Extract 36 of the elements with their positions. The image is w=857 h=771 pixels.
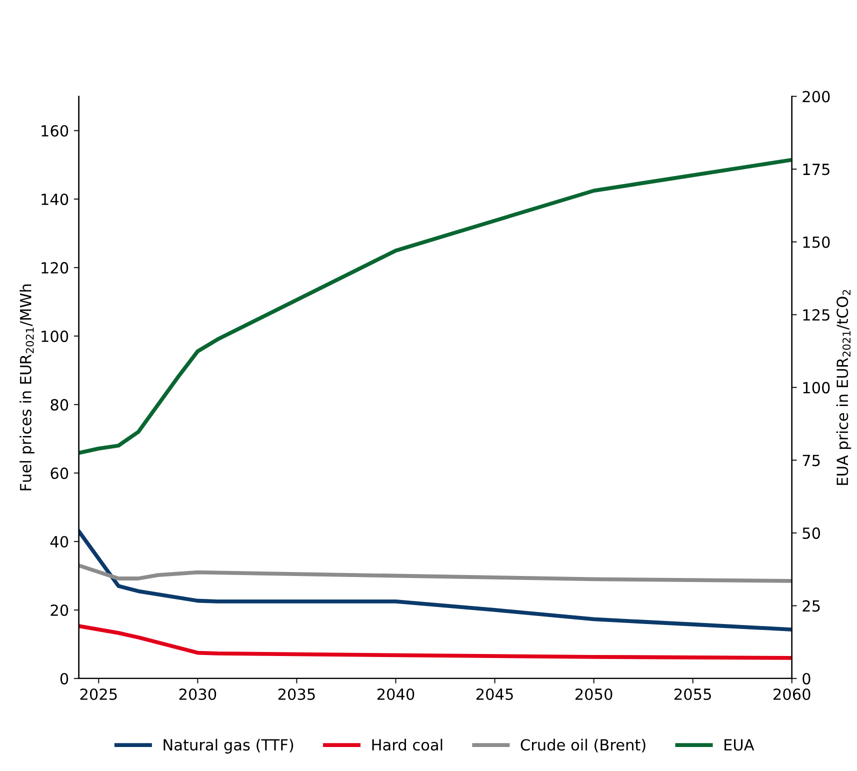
y-tick-label: 0 [60, 672, 68, 684]
y2-tick-label: 175 [803, 164, 830, 176]
y-tick-label: 120 [42, 262, 68, 274]
line-series [78, 564, 792, 583]
legend-label: EUA [724, 739, 754, 751]
line-series [78, 624, 792, 660]
x-tick-label: 2060 [774, 688, 810, 700]
y-tick-label: 80 [50, 399, 68, 411]
y2-tick-label: 100 [803, 382, 830, 394]
x-tick-label: 2055 [674, 688, 711, 700]
line-series [78, 158, 792, 455]
y-tick-label: 40 [50, 536, 68, 548]
y-tick-label: 100 [42, 330, 68, 342]
y-axis-title: Fuel prices in EUR$_{2021}$/MWh [20, 284, 34, 490]
y2-axis-title: EUA price in EUR$_{2021}$/tCO$_{2}$ [836, 290, 852, 485]
legend-label: Hard coal [372, 738, 442, 751]
y-tick-label: 20 [50, 604, 68, 616]
y2-tick-label: 75 [802, 454, 820, 466]
x-tick-label: 2040 [377, 688, 414, 700]
x-tick-label: 2045 [476, 688, 513, 700]
y2-tick-label: 125 [803, 309, 830, 321]
line-series [78, 529, 792, 632]
y-tick-label: 140 [42, 194, 68, 206]
x-tick-label: 2050 [575, 688, 612, 700]
y2-tick-label: 25 [802, 600, 820, 612]
x-tick-label: 2025 [80, 688, 117, 700]
y-tick-label: 60 [50, 467, 68, 480]
x-tick-label: 2030 [179, 688, 216, 700]
y2-tick-label: 0 [802, 672, 810, 684]
y2-tick-label: 200 [802, 90, 830, 102]
legend-label: Natural gas (TTF) [164, 738, 294, 754]
y2-tick-label: 50 [802, 527, 820, 539]
x-tick-label: 2035 [278, 688, 315, 700]
legend-label: Crude oil (Brent) [520, 738, 646, 752]
y2-tick-label: 150 [803, 236, 830, 248]
y-tick-label: 160 [42, 125, 68, 137]
